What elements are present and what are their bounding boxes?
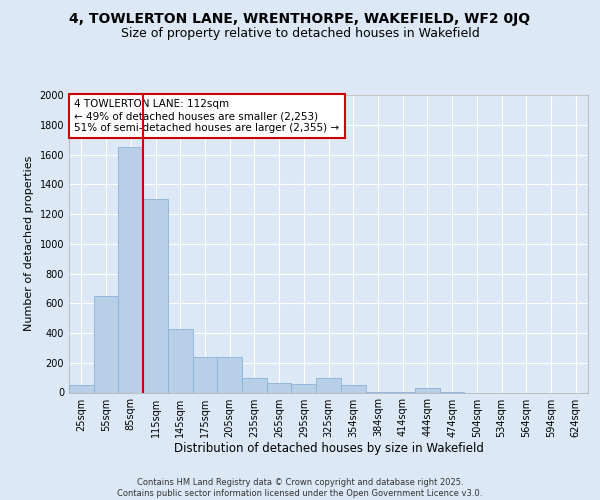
Bar [69,385,94,392]
Bar [267,383,292,392]
Bar [341,385,365,392]
Text: Size of property relative to detached houses in Wakefield: Size of property relative to detached ho… [121,28,479,40]
Bar [143,199,168,392]
Bar [242,378,267,392]
Bar [217,357,242,392]
Y-axis label: Number of detached properties: Number of detached properties [24,156,34,332]
Bar [292,384,316,392]
Bar [168,328,193,392]
X-axis label: Distribution of detached houses by size in Wakefield: Distribution of detached houses by size … [173,442,484,456]
Bar [415,388,440,392]
Text: Contains HM Land Registry data © Crown copyright and database right 2025.
Contai: Contains HM Land Registry data © Crown c… [118,478,482,498]
Text: 4, TOWLERTON LANE, WRENTHORPE, WAKEFIELD, WF2 0JQ: 4, TOWLERTON LANE, WRENTHORPE, WAKEFIELD… [70,12,530,26]
Bar [118,147,143,392]
Bar [193,357,217,392]
Bar [94,296,118,392]
Bar [316,378,341,392]
Text: 4 TOWLERTON LANE: 112sqm
← 49% of detached houses are smaller (2,253)
51% of sem: 4 TOWLERTON LANE: 112sqm ← 49% of detach… [74,100,340,132]
